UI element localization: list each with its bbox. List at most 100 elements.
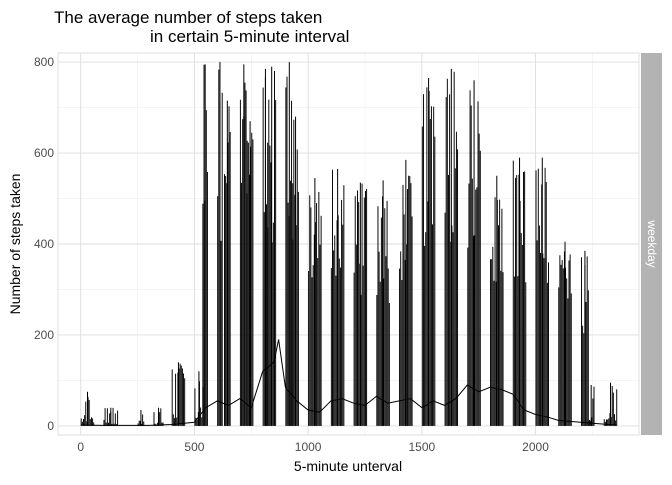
bar [251,132,253,426]
bar [108,422,109,426]
bar [590,384,592,426]
grid-lines [57,52,640,436]
bar [353,272,355,426]
bar [291,100,293,426]
bar [293,119,295,426]
bar [219,62,221,426]
bar [81,421,83,426]
bar [523,172,524,426]
bar [87,397,89,426]
chart-title-line-1: The average number of steps taken [54,8,322,27]
bar [422,94,424,426]
bar [103,419,105,426]
bar [249,174,250,426]
bar [424,245,426,426]
bar [469,90,471,426]
bar [312,265,314,426]
bar [205,110,207,426]
bar [362,265,364,426]
bar [110,407,112,426]
bar [203,64,205,426]
bar [109,413,111,426]
panel-border [57,52,640,436]
y-tick-label: 800 [34,55,54,69]
bar [541,184,543,426]
bar [274,70,275,426]
bar [434,136,436,426]
bar [494,197,496,426]
bar [540,252,542,426]
bar [560,264,562,426]
bar [160,408,162,426]
bar [267,227,269,426]
x-tick-label: 1000 [295,440,322,454]
bar [583,333,585,426]
bar [450,241,452,426]
bar [204,64,206,426]
bar [564,241,566,426]
bar [198,381,200,426]
bar [501,208,503,426]
bar [543,258,545,426]
bar [410,183,412,426]
bar [289,180,291,426]
bar [516,174,518,426]
bar [271,66,273,426]
bar [330,268,332,426]
bar [225,175,227,426]
bar [218,69,220,426]
bar [85,401,87,426]
bar [275,100,277,426]
y-tick-label: 200 [34,328,54,342]
bar [177,372,179,426]
bar [500,270,502,426]
bar [608,418,610,426]
y-tick-label: 0 [47,419,54,433]
bar [355,244,357,426]
bar [358,202,360,426]
bar [239,99,241,426]
bar [244,82,246,426]
bar [490,259,492,426]
bar [473,235,474,426]
bar [92,418,94,426]
bar [525,282,527,426]
bar [162,422,164,426]
x-tick-label: 0 [77,440,84,454]
bar [491,259,493,426]
bar [270,162,272,426]
bar [430,106,432,426]
bar [544,167,546,426]
bar [318,191,320,426]
bar [427,201,429,426]
bar [444,212,446,426]
y-axis-label: Number of steps taken [7,174,23,315]
bar [296,149,298,426]
bar [512,160,514,426]
bar [342,224,344,426]
bar [545,182,547,426]
x-tick-label: 2000 [522,440,549,454]
bar [245,90,247,426]
bar [335,275,337,426]
bar [468,183,470,426]
bar [537,168,539,426]
bar [451,225,453,426]
bar [548,262,549,426]
bar [338,258,340,426]
bar [337,215,339,426]
bar [354,196,356,426]
bar [541,157,543,426]
bar [591,417,593,426]
bar [106,408,108,426]
bar [287,202,289,426]
bar [89,419,91,426]
bar [400,251,402,426]
bar [409,176,411,426]
chart-title: The average number of steps taken in cer… [54,8,349,46]
bar [252,139,254,426]
bar [363,197,365,426]
bar [452,232,454,426]
bar [474,235,476,426]
bar [316,203,318,426]
